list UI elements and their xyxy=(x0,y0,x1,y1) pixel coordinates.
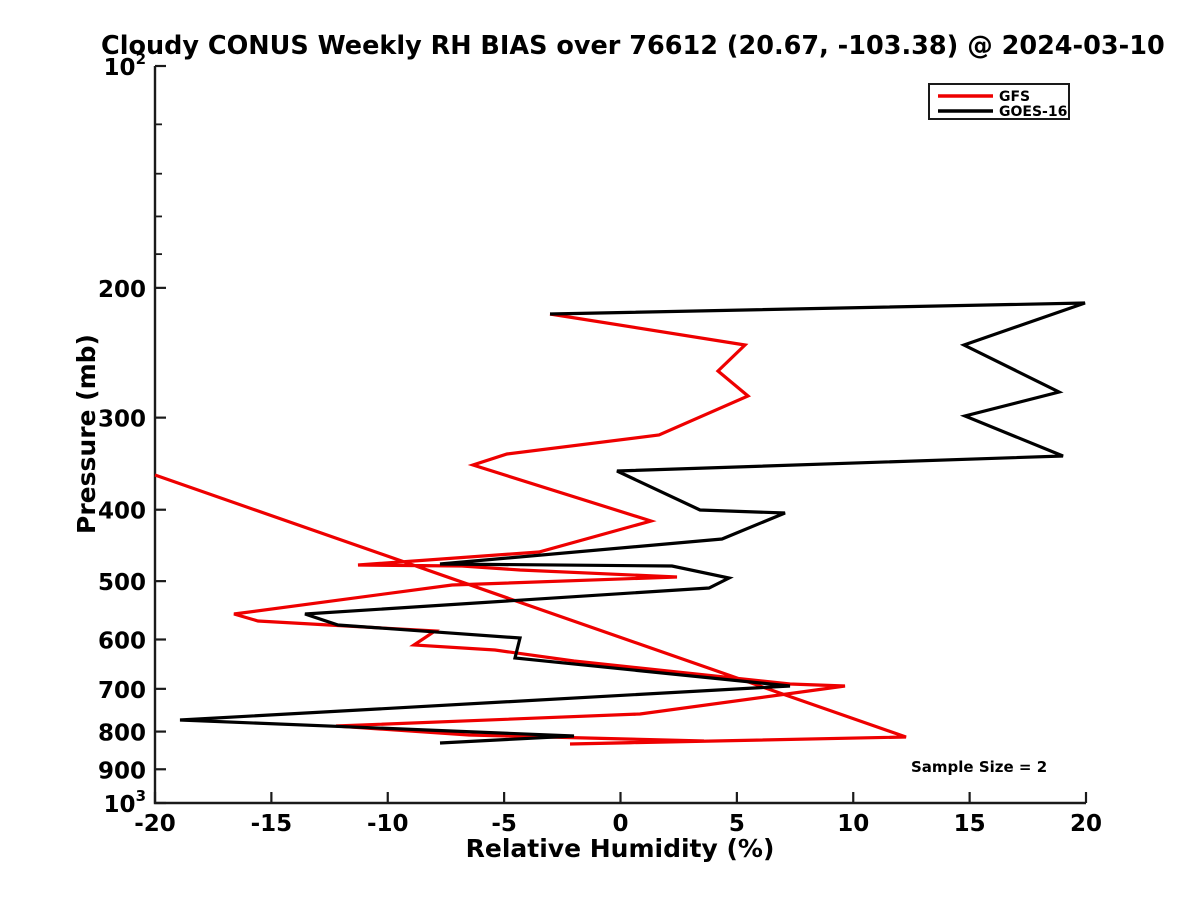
y-tick-label-300: 300 xyxy=(98,407,146,433)
y-tick-label-200: 200 xyxy=(98,277,146,303)
y-tick-label-400: 400 xyxy=(98,499,146,525)
sample-size-annotation: Sample Size = 2 xyxy=(911,758,1047,776)
y-tick-label-700: 700 xyxy=(98,678,146,704)
x-tick-label-10: 10 xyxy=(837,811,869,837)
x-tick-label-20: 20 xyxy=(1070,811,1102,837)
y-axis-ticks xyxy=(155,64,166,805)
x-axis-ticks xyxy=(153,792,1088,803)
x-tick-label--10: -10 xyxy=(367,811,409,837)
y-axis-minor-ticks xyxy=(155,123,162,256)
legend-background xyxy=(928,83,1070,120)
x-tick-label-0: 0 xyxy=(612,811,628,837)
x-axis-title: Relative Humidity (%) xyxy=(466,834,775,863)
y-tick-label-900: 900 xyxy=(98,758,146,784)
y-tick-label-800: 800 xyxy=(98,721,146,747)
y-axis-title: Pressure (mb) xyxy=(72,334,101,534)
legend-label-gfs: GFS xyxy=(999,89,1030,105)
page-title: Cloudy CONUS Weekly RH BIAS over 76612 (… xyxy=(101,31,1165,61)
legend-label-goes-16: GOES-16 xyxy=(999,104,1067,120)
y-tick-label-500: 500 xyxy=(98,570,146,596)
data-series-group xyxy=(154,301,1086,746)
x-tick-label-5: 5 xyxy=(729,811,745,837)
x-tick-label--5: -5 xyxy=(491,811,517,837)
series-line-goes-16 xyxy=(179,301,1086,745)
x-tick-label--15: -15 xyxy=(251,811,293,837)
x-axis-tick-labels: -20 -15 -10 -5 0 5 10 15 20 xyxy=(134,811,1102,837)
x-tick-label--20: -20 xyxy=(134,811,176,837)
x-tick-label-15: 15 xyxy=(954,811,986,837)
y-tick-label-600: 600 xyxy=(98,628,146,654)
